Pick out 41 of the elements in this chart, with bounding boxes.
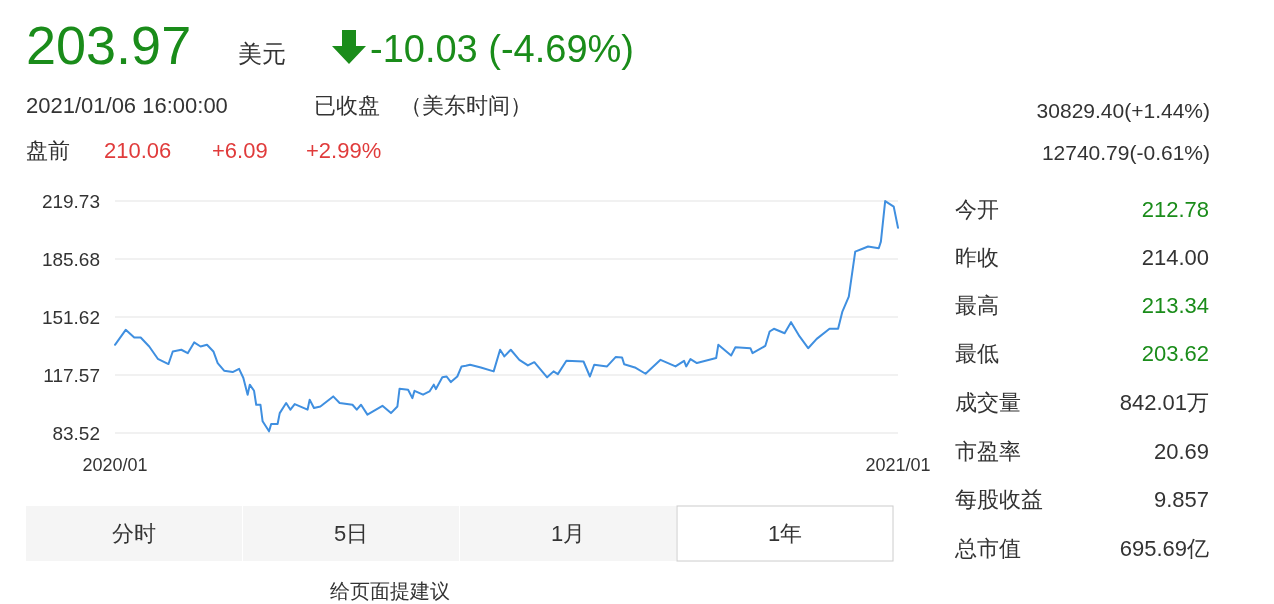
x-tick-label: 2020/01 xyxy=(82,455,148,475)
text: 213.34 xyxy=(1141,293,1209,318)
text: +6.09 xyxy=(212,138,268,163)
text: 美元 xyxy=(238,40,286,67)
y-tick-label: 117.57 xyxy=(43,364,100,386)
text: 市盈率 xyxy=(955,439,1021,464)
text: 214.00 xyxy=(1141,245,1209,270)
text: 5日 xyxy=(333,521,369,546)
line-series xyxy=(114,200,899,433)
text: 2021/01/06 16:00:00 xyxy=(26,93,228,118)
text: 212.78 xyxy=(1141,197,1209,222)
text: 12740.79(-0.61%) xyxy=(1041,141,1210,164)
text: 1月 xyxy=(550,521,586,546)
text: 最低 xyxy=(955,341,999,366)
text: 1年 xyxy=(767,521,803,546)
text: 分时 xyxy=(112,521,156,546)
x-tick-label: 2021/01 xyxy=(865,455,931,475)
text: 203.97 xyxy=(26,15,192,75)
text: 成交量 xyxy=(955,390,1021,415)
text: （美东时间） xyxy=(400,93,532,118)
text: 210.06 xyxy=(104,138,172,163)
y-tick-label: 185.68 xyxy=(41,248,100,270)
text: 今开 xyxy=(955,197,999,222)
text: 已收盘 xyxy=(314,93,380,118)
text: 每股收益 xyxy=(955,487,1043,512)
text: 9.857 xyxy=(1153,487,1209,512)
text: 总市值 xyxy=(954,536,1021,561)
y-tick-label: 219.73 xyxy=(41,190,100,212)
y-tick-label: 83.52 xyxy=(52,422,100,444)
text: -10.03 (-4.69%) xyxy=(370,28,635,70)
text: 842.01万 xyxy=(1119,390,1209,415)
text: 昨收 xyxy=(955,245,999,270)
text: 盘前 xyxy=(26,138,70,163)
text: 695.69亿 xyxy=(1119,536,1209,561)
text: +2.99% xyxy=(306,138,382,163)
text: 最高 xyxy=(955,293,999,318)
text: 203.62 xyxy=(1141,341,1209,366)
text: 20.69 xyxy=(1153,439,1209,464)
text: 30829.40(+1.44%) xyxy=(1036,99,1210,122)
y-tick-label: 151.62 xyxy=(41,306,100,328)
text: 给页面提建议 xyxy=(330,580,450,602)
